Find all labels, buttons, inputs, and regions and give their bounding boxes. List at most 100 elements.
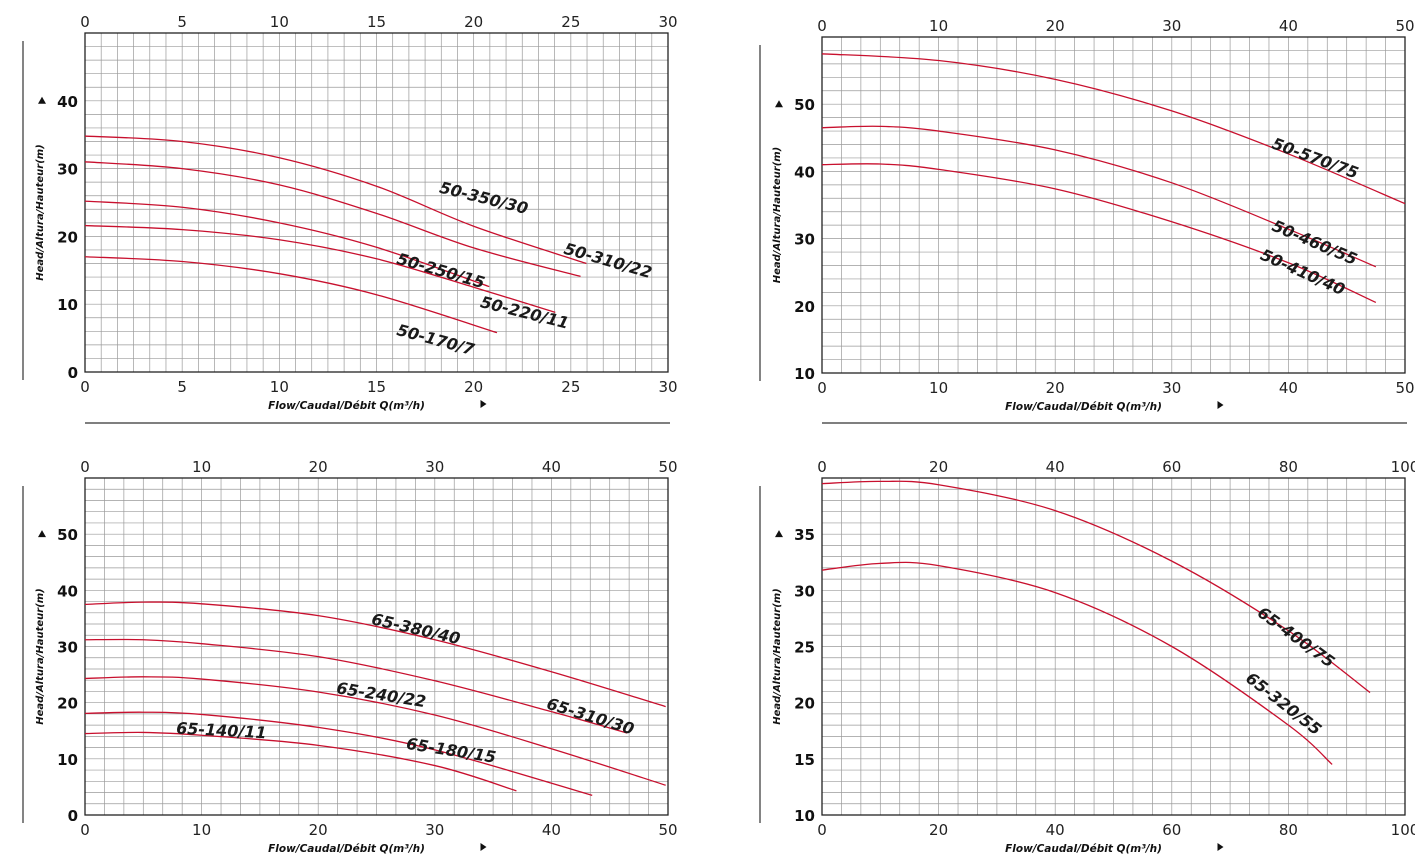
x-axis-label: Flow/Caudal/Débit Q(m³/h) (1005, 401, 1162, 413)
curve-label: 50-220/11 (479, 292, 571, 332)
x-tick-label: 0 (817, 821, 827, 839)
x-tick-label: 20 (464, 378, 483, 396)
x-tick-label-top: 50 (1395, 17, 1414, 35)
grid (84, 477, 669, 816)
y-tick-label: 30 (57, 161, 78, 179)
x-tick-label-top: 80 (1279, 458, 1298, 476)
y-tick-label: 20 (57, 695, 78, 713)
y-tick-label: 15 (794, 751, 815, 769)
curve-label: 65-400/75 (1254, 603, 1338, 672)
y-axis-label: Head/Altura/Hauteur(m) (772, 588, 783, 725)
y-tick-label: 35 (794, 526, 815, 544)
x-tick-label: 15 (367, 378, 386, 396)
x-tick-label: 30 (1162, 379, 1181, 397)
x-tick-label-top: 40 (1046, 458, 1065, 476)
y-tick-label: 0 (68, 807, 78, 825)
x-tick-label: 10 (929, 379, 948, 397)
pump-curve-65-180/15 (84, 711, 593, 796)
y-tick-label: 20 (794, 298, 815, 316)
x-axis-label: Flow/Caudal/Débit Q(m³/h) (1005, 843, 1162, 855)
x-tick-label: 0 (80, 378, 90, 396)
x-tick-label: 5 (177, 378, 187, 396)
pump-curve-65-140/11 (84, 731, 517, 792)
x-tick-label: 40 (1046, 821, 1065, 839)
pump-curve-50-310/22 (84, 161, 581, 278)
x-tick-label-top: 10 (929, 17, 948, 35)
x-tick-label: 25 (561, 378, 580, 396)
plot-frame (821, 477, 1406, 816)
x-tick-label-top: 20 (929, 458, 948, 476)
curve-label: 65-240/22 (335, 678, 427, 711)
chart-2: 00101020203030404050501020304050Flow/Cau… (759, 17, 1415, 424)
x-tick-label-top: 50 (658, 458, 677, 476)
x-tick-label: 10 (270, 378, 289, 396)
y-tick-label: 40 (57, 93, 78, 111)
plot-frame (84, 477, 669, 816)
x-tick-label: 80 (1279, 821, 1298, 839)
x-axis-label: Flow/Caudal/Débit Q(m³/h) (268, 843, 425, 855)
x-axis-label: Flow/Caudal/Débit Q(m³/h) (268, 400, 425, 412)
y-tick-label: 20 (57, 228, 78, 246)
y-tick-label: 10 (57, 296, 78, 314)
x-tick-label: 20 (1046, 379, 1065, 397)
curve-label: 65-140/11 (176, 719, 267, 743)
pump-curve-65-320/55 (821, 561, 1333, 765)
y-axis-arrow-icon (775, 100, 783, 108)
chart-1: 005510101515202025253030010203040Flow/Ca… (22, 13, 678, 424)
x-axis-arrow-icon (1217, 843, 1224, 851)
x-tick-label: 40 (542, 821, 561, 839)
y-tick-label: 10 (794, 365, 815, 383)
x-tick-label-top: 0 (80, 13, 90, 31)
y-tick-label: 20 (794, 695, 815, 713)
curve-label: 65-380/40 (370, 609, 462, 648)
y-tick-label: 25 (794, 639, 815, 657)
x-axis-arrow-icon (480, 400, 487, 408)
x-axis-arrow-icon (1217, 401, 1224, 409)
y-axis-arrow-icon (775, 530, 783, 538)
plot-frame (821, 36, 1406, 374)
x-tick-label: 100 (1391, 821, 1415, 839)
y-axis-label: Head/Altura/Hauteur(m) (772, 147, 783, 284)
x-tick-label-top: 40 (542, 458, 561, 476)
x-tick-label-top: 15 (367, 13, 386, 31)
x-tick-label: 10 (192, 821, 211, 839)
curve-label: 50-170/7 (395, 320, 477, 359)
y-axis-arrow-icon (38, 530, 46, 538)
x-tick-label-top: 30 (425, 458, 444, 476)
x-tick-label-top: 20 (1046, 17, 1065, 35)
pump-curve-65-240/22 (84, 676, 666, 786)
x-tick-label-top: 100 (1391, 458, 1415, 476)
y-axis-label: Head/Altura/Hauteur(m) (35, 588, 46, 725)
x-tick-label-top: 20 (309, 458, 328, 476)
pump-curve-50-220/11 (84, 224, 556, 313)
curve-label: 50-350/30 (438, 178, 530, 218)
x-tick-label: 40 (1279, 379, 1298, 397)
x-tick-label-top: 10 (270, 13, 289, 31)
x-tick-label-top: 0 (817, 458, 827, 476)
x-tick-label: 0 (817, 379, 827, 397)
y-tick-label: 30 (794, 231, 815, 249)
x-tick-label-top: 5 (177, 13, 187, 31)
y-axis-arrow-icon (38, 96, 46, 104)
x-tick-label: 20 (929, 821, 948, 839)
grid (821, 36, 1406, 374)
x-tick-label: 30 (425, 821, 444, 839)
x-tick-label-top: 0 (817, 17, 827, 35)
x-tick-label: 0 (80, 821, 90, 839)
x-tick-label-top: 0 (80, 458, 90, 476)
chart-4: 0 0 20 20 40 40 60 60 80 80 100 100 10 15 20 25 30 35 Flow… (759, 458, 1415, 855)
x-tick-label: 20 (309, 821, 328, 839)
pump-curve-50-350/30 (84, 135, 587, 265)
chart-3: 001010202030304040505001020304050Flow/Ca… (22, 458, 678, 855)
x-tick-label: 50 (658, 821, 677, 839)
y-tick-label: 10 (794, 807, 815, 825)
y-tick-label: 30 (794, 582, 815, 600)
pump-curve-50-460/55 (821, 125, 1377, 268)
x-tick-label-top: 25 (561, 13, 580, 31)
x-tick-label: 30 (658, 378, 677, 396)
x-tick-label-top: 60 (1162, 458, 1181, 476)
pump-curve-65-310/30 (84, 638, 628, 734)
y-tick-label: 40 (57, 582, 78, 600)
x-tick-label: 50 (1395, 379, 1414, 397)
